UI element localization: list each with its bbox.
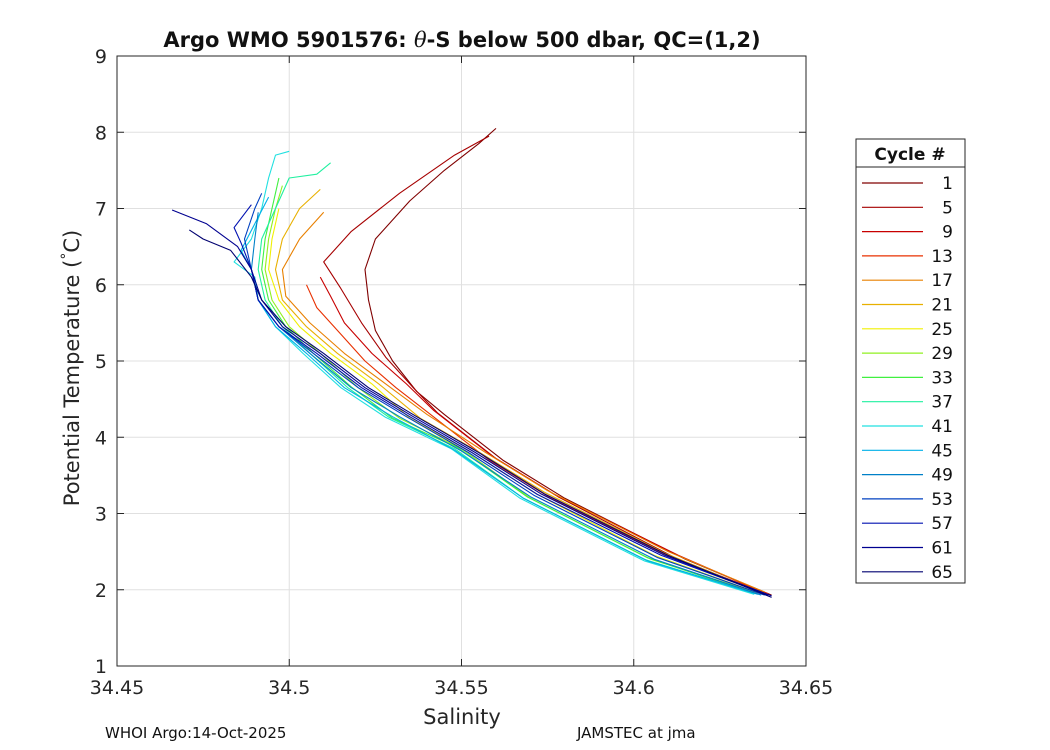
y-tick-label: 1 [95,656,107,678]
y-tick-label: 3 [95,504,107,526]
legend-label: 5 [942,198,953,218]
y-tick-label: 9 [95,46,107,68]
series-line-cycle-17 [281,211,765,593]
ticks: 34.45 34.5 34.55 34.6 34.65 1 2 3 4 5 6 7 8 9 [90,46,833,699]
series-line-cycle-49 [250,212,762,596]
y-tick-label: 8 [95,122,107,144]
series-layer [171,127,772,598]
footer-left: WHOI Argo:14-Oct-2025 [105,724,287,742]
footer-right: JAMSTEC at jma [577,724,696,742]
y-tick-label: 2 [95,580,107,602]
legend-label: 17 [931,271,953,291]
legend-box [855,138,966,584]
legend-label: 53 [931,490,953,510]
x-axis-label: Salinity [423,705,501,729]
legend-label: 29 [931,344,953,364]
series-line-cycle-1 [364,127,772,596]
series-line-cycle-45 [240,196,758,595]
legend-label: 13 [931,247,953,267]
legend-entries: 1 5 9 13 17 21 25 29 33 37 41 45 49 53 57 61 65 [862,174,953,583]
legend-label: 37 [931,393,953,413]
series-line-cycle-13 [305,284,769,595]
legend-label: 41 [931,417,953,437]
x-tick-label: 34.45 [90,677,144,699]
series-line-cycle-61 [171,209,772,597]
legend-label: 61 [931,539,953,559]
legend-label: 33 [931,368,953,388]
series-line-cycle-57 [233,204,769,596]
x-tick-label: 34.5 [268,677,310,699]
legend-label: 25 [931,320,953,340]
legend-label: 9 [942,223,953,243]
legend-title: Cycle # [874,145,945,165]
legend-label: 57 [931,514,953,534]
x-tick-label: 34.6 [613,677,655,699]
legend-label: 45 [931,441,953,461]
y-tick-label: 5 [95,351,107,373]
series-line-cycle-53 [243,193,765,596]
y-tick-label: 7 [95,199,107,221]
legend-label: 49 [931,466,953,486]
y-tick-label: 6 [95,275,107,297]
series-line-cycle-65 [188,229,772,598]
legend-label: 21 [931,296,953,316]
chart-title: Argo WMO 5901576: θ-S below 500 dbar, QC… [163,28,760,52]
y-tick-label: 4 [95,427,107,449]
legend: Cycle # 1 5 9 13 17 21 25 29 33 37 41 45 49 53 57 61 65 [855,138,966,584]
x-tick-label: 34.55 [434,677,488,699]
series-line-cycle-21 [274,188,762,594]
x-tick-label: 34.65 [779,677,833,699]
legend-label: 65 [931,563,953,583]
legend-label: 1 [942,174,953,194]
y-axis-label: Potential Temperature (°C) [59,230,84,506]
